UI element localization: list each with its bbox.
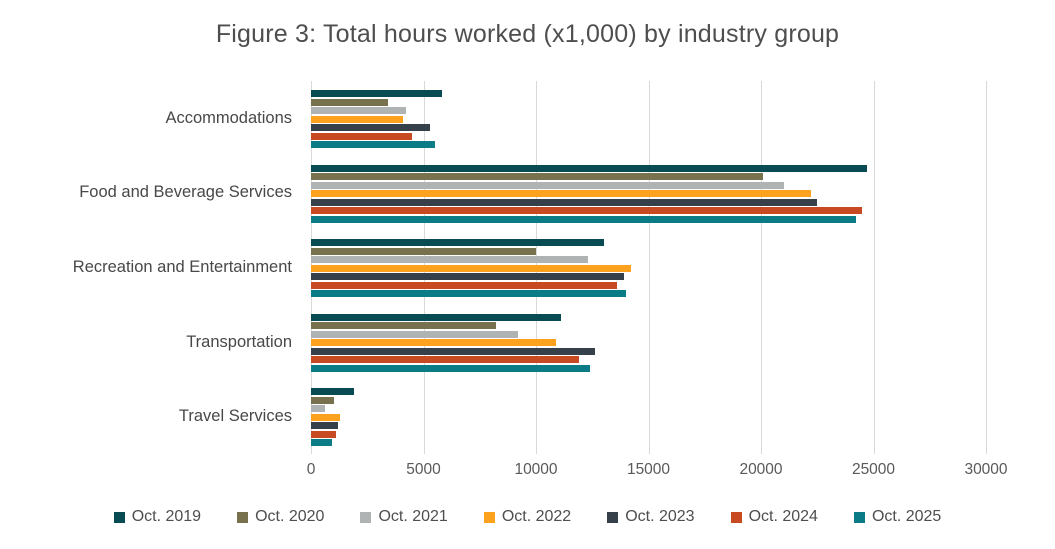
bar-group — [311, 230, 986, 305]
bar — [311, 141, 435, 148]
x-tick-label: 10000 — [514, 461, 558, 478]
legend-label: Oct. 2022 — [501, 508, 572, 525]
bar — [311, 422, 338, 430]
legend-swatch-icon — [607, 511, 619, 523]
legend-label: Oct. 2021 — [378, 508, 448, 525]
bar — [311, 405, 325, 413]
category-label: Transportation — [186, 332, 292, 351]
bar — [311, 190, 811, 198]
bar — [311, 273, 624, 281]
bar — [311, 115, 404, 123]
legend-item: Oct. 2023 — [607, 508, 695, 526]
legend: Oct. 2019 Oct. 2020 Oct. 2021 Oct. 2022 Oct.… — [0, 508, 1055, 526]
legend-item: Oct. 2019 — [113, 508, 202, 526]
gridline — [761, 81, 762, 454]
gridline — [873, 81, 875, 454]
bar — [311, 364, 590, 372]
legend-item: Oct. 2024 — [730, 508, 818, 526]
bar — [311, 388, 354, 396]
category-label: Travel Services — [178, 407, 292, 426]
bar — [311, 98, 388, 106]
bar-group — [311, 156, 986, 231]
legend-label: Oct. 2025 — [871, 508, 942, 525]
bar — [311, 181, 784, 189]
x-tick-label: 20000 — [739, 461, 783, 478]
legend-swatch-icon — [483, 511, 495, 523]
category-label: Food and Beverage Services — [79, 183, 292, 202]
bar-group — [311, 305, 986, 380]
legend-label: Oct. 2020 — [255, 508, 325, 525]
x-tick-label: 15000 — [626, 461, 671, 478]
bar — [311, 322, 496, 330]
category-label: Recreation and Entertainment — [72, 257, 292, 276]
bar — [311, 413, 341, 421]
legend-item: Oct. 2025 — [853, 508, 942, 526]
legend-swatch-icon — [113, 511, 125, 523]
bar — [311, 356, 579, 364]
bar — [311, 396, 334, 404]
bar — [311, 198, 818, 206]
bar — [311, 132, 413, 140]
bar — [311, 107, 406, 114]
legend-label: Oct. 2019 — [131, 508, 202, 525]
legend-swatch-icon — [237, 511, 249, 523]
bar — [311, 215, 856, 223]
bar-group — [311, 81, 986, 156]
bar — [311, 347, 595, 355]
gridline — [986, 81, 987, 454]
x-axis: 0 5000 10000 15000 20000 25000 30000 — [307, 461, 1008, 483]
bar — [311, 264, 631, 272]
bar — [311, 90, 442, 97]
bar — [311, 164, 867, 172]
x-tick-label: 5000 — [406, 461, 441, 478]
legend-label: Oct. 2023 — [625, 508, 695, 525]
bar — [311, 439, 333, 447]
x-tick-label: 25000 — [851, 461, 896, 478]
bar — [311, 173, 764, 181]
legend-swatch-icon — [360, 511, 372, 523]
bar — [311, 124, 431, 131]
bar — [311, 430, 336, 438]
bar — [311, 339, 557, 347]
legend-item: Oct. 2020 — [237, 508, 324, 526]
legend-swatch-icon — [730, 511, 742, 523]
bar — [311, 247, 536, 255]
x-tick-label: 30000 — [964, 461, 1008, 478]
bar — [311, 290, 626, 298]
bar — [311, 330, 518, 338]
legend-swatch-icon — [853, 511, 865, 523]
bar-group — [311, 379, 986, 454]
bar — [311, 281, 617, 289]
bar — [311, 313, 561, 321]
bar — [311, 239, 604, 247]
category-label: Accommodations — [165, 108, 292, 127]
x-tick-label: 0 — [306, 461, 316, 478]
plot-area — [311, 81, 987, 454]
chart-title: Figure 3: Total hours worked (x1,000) by… — [215, 20, 840, 48]
bar — [311, 207, 863, 215]
gridline — [648, 81, 650, 454]
legend-item: Oct. 2021 — [360, 508, 448, 526]
legend-item: Oct. 2022 — [483, 508, 572, 526]
bar — [311, 256, 588, 264]
legend-label: Oct. 2024 — [748, 508, 818, 525]
